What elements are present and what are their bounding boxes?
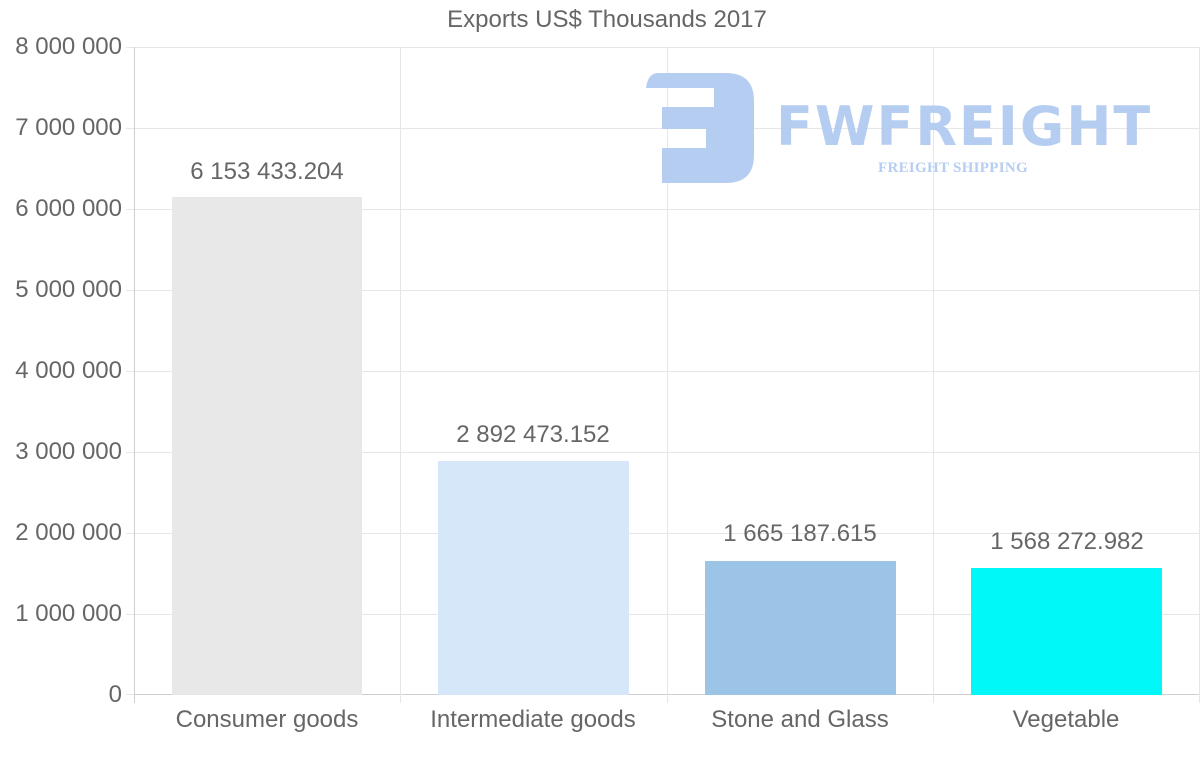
x-tick-label: Vegetable: [1012, 706, 1120, 733]
bar-value-label: 1 665 187.615: [723, 520, 877, 547]
y-tick-label: 2 000 000: [15, 519, 122, 546]
y-tick-label: 5 000 000: [15, 276, 122, 303]
y-tick-label: 8 000 000: [15, 33, 122, 60]
y-tick-label: 0: [108, 681, 122, 708]
watermark-tagline: FREIGHT SHIPPING: [878, 160, 1028, 176]
x-tick-label: Consumer goods: [175, 706, 359, 733]
fwfreight-logo-icon: [646, 73, 754, 183]
y-tick-label: 7 000 000: [15, 114, 122, 141]
y-tick-label: 4 000 000: [15, 357, 122, 384]
gridline: [400, 47, 401, 703]
y-tick-label: 3 000 000: [15, 438, 122, 465]
bar-consumer-goods[interactable]: [172, 197, 362, 695]
gridline: [667, 47, 668, 703]
bar-intermediate-goods[interactable]: [438, 461, 629, 695]
bar-value-label: 2 892 473.152: [456, 421, 610, 448]
x-tick-label: Stone and Glass: [711, 706, 889, 733]
bar-value-label: 6 153 433.204: [190, 158, 344, 185]
x-tick-label: Intermediate goods: [430, 706, 636, 733]
bar-value-label: 1 568 272.982: [990, 528, 1144, 555]
watermark-logo: FWFREIGHT FREIGHT SHIPPING: [646, 73, 1156, 188]
chart-title: Exports US$ Thousands 2017: [447, 6, 767, 33]
y-axis-line: [134, 47, 135, 703]
watermark-brand: FWFREIGHT: [776, 95, 1153, 158]
gridline: [933, 47, 934, 703]
bar-stone-and-glass[interactable]: [705, 561, 896, 695]
bar-vegetable[interactable]: [971, 568, 1162, 695]
y-tick-label: 1 000 000: [15, 600, 122, 627]
y-tick-label: 6 000 000: [15, 195, 122, 222]
